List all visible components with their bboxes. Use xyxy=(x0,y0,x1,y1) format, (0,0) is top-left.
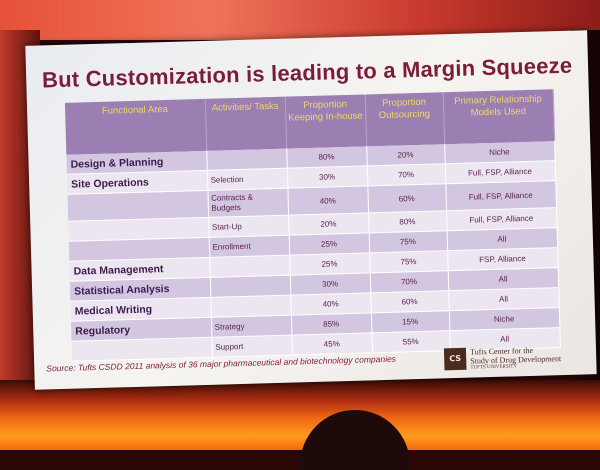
cell-outsourcing: 60% xyxy=(367,183,447,213)
cell-task xyxy=(209,275,291,298)
slide-title: But Customization is leading to a Margin… xyxy=(41,52,573,93)
cell-outsourcing: 80% xyxy=(368,210,447,233)
logo-text: Tufts Center for the Study of Drug Devel… xyxy=(470,345,562,372)
cell-task: Support xyxy=(211,335,293,358)
cell-inhouse: 45% xyxy=(291,332,373,356)
cell-task xyxy=(209,255,290,278)
header-inhouse: Proportion Keeping In-house xyxy=(284,94,367,149)
cell-inhouse: 80% xyxy=(286,146,367,169)
cell-inhouse: 30% xyxy=(286,165,368,189)
cell-models: Full, FSP, Alliance xyxy=(445,180,557,211)
header-models: Primary Relationship Models Used xyxy=(442,89,555,145)
logo-line: TUFTS UNIVERSITY xyxy=(470,364,518,371)
cell-outsourcing: 70% xyxy=(369,270,449,293)
tufts-csdd-logo: CS Tufts Center for the Study of Drug De… xyxy=(443,344,585,372)
cell-inhouse: 30% xyxy=(289,272,371,296)
cell-inhouse: 85% xyxy=(290,312,372,336)
cell-task: Start-Up xyxy=(208,215,289,238)
header-functional-area: Functional Area xyxy=(64,98,207,155)
cell-area xyxy=(71,337,213,362)
cell-task: Strategy xyxy=(210,315,292,338)
cell-inhouse: 25% xyxy=(289,252,370,276)
cell-area xyxy=(67,190,209,222)
cell-outsourcing: 75% xyxy=(368,230,448,253)
cell-inhouse: 20% xyxy=(288,212,369,236)
cell-outsourcing: 70% xyxy=(366,163,446,186)
cell-inhouse: 40% xyxy=(290,292,371,316)
cell-inhouse: 40% xyxy=(287,185,369,216)
csdd-logo-icon: CS xyxy=(443,347,467,371)
cell-outsourcing: 60% xyxy=(370,290,449,313)
cell-inhouse: 25% xyxy=(288,232,370,256)
room-lights-bottom xyxy=(0,380,600,450)
cell-task: Selection xyxy=(206,168,288,191)
cell-outsourcing: 15% xyxy=(370,310,450,333)
header-activities: Activities/ Tasks xyxy=(204,96,287,151)
cell-task: Enrollment xyxy=(208,235,290,258)
outsourcing-table: Functional Area Activities/ Tasks Propor… xyxy=(64,89,561,362)
cell-outsourcing: 55% xyxy=(371,330,450,353)
cell-task xyxy=(206,148,287,171)
cell-outsourcing: 20% xyxy=(366,144,445,166)
projection-screen: But Customization is leading to a Margin… xyxy=(25,30,597,390)
cell-outsourcing: 75% xyxy=(369,250,448,273)
cell-task xyxy=(210,295,291,318)
cell-task: Contracts & Budgets xyxy=(207,188,289,218)
header-outsourcing: Proportion Outsourcing xyxy=(364,92,445,147)
